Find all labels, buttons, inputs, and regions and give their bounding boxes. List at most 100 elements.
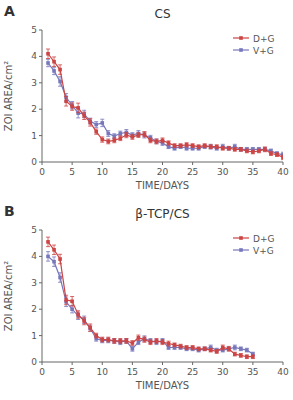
data-point	[113, 134, 117, 138]
legend-label: D+G	[253, 234, 274, 244]
error-bar	[64, 97, 68, 107]
data-point	[251, 150, 255, 154]
data-point	[125, 339, 129, 343]
data-point	[131, 135, 135, 139]
data-point	[58, 80, 62, 84]
y-tick-label: 3	[31, 78, 37, 88]
data-point	[70, 299, 74, 303]
error-bar	[167, 141, 171, 145]
data-point	[209, 348, 213, 352]
y-axis-label: ZOI AREA/cm²	[3, 261, 14, 331]
error-bar	[251, 150, 255, 154]
error-bar	[154, 340, 158, 345]
y-tick	[39, 335, 42, 336]
legend-label: D+G	[253, 34, 274, 44]
x-tick-label: 30	[217, 367, 229, 377]
data-point	[125, 133, 129, 137]
error-bar	[46, 49, 50, 59]
data-point	[100, 138, 104, 142]
error-bar	[173, 343, 177, 347]
x-tick	[283, 362, 284, 365]
error-bar	[227, 146, 231, 150]
error-bar	[52, 245, 56, 255]
data-point	[227, 146, 231, 150]
error-bar	[275, 153, 279, 157]
error-bar	[167, 341, 171, 346]
error-bar	[257, 149, 261, 153]
error-bar	[118, 136, 122, 141]
data-point	[185, 346, 189, 350]
error-bar	[112, 339, 116, 344]
data-point	[155, 140, 159, 144]
error-bar	[154, 139, 158, 144]
data-point	[161, 139, 165, 143]
data-point	[191, 346, 195, 350]
y-tick-label: 5	[31, 225, 37, 235]
data-point	[88, 326, 92, 330]
error-bar	[124, 339, 128, 344]
error-bar	[124, 132, 128, 137]
error-bar	[245, 348, 249, 352]
error-bar	[130, 341, 134, 346]
error-bar	[239, 147, 243, 151]
error-bar	[209, 348, 213, 352]
data-point	[281, 155, 283, 159]
panel: ACS0510152025303540012345TIME/DAYSZOI AR…	[3, 3, 289, 191]
error-bar	[203, 347, 207, 351]
data-point	[215, 145, 219, 149]
x-tick	[222, 362, 223, 365]
error-bar	[88, 324, 92, 331]
data-point	[52, 60, 56, 64]
y-tick	[39, 362, 42, 363]
error-bar	[215, 145, 219, 149]
error-bar	[70, 103, 74, 110]
data-point	[137, 133, 141, 137]
error-bar	[106, 139, 110, 144]
error-bar	[118, 340, 122, 345]
error-bar	[136, 335, 140, 340]
error-bar	[179, 144, 183, 148]
data-point	[263, 148, 267, 152]
error-bar	[100, 137, 104, 142]
data-point	[149, 139, 153, 143]
data-point	[167, 342, 171, 346]
error-bar	[161, 138, 165, 143]
data-point	[119, 136, 123, 140]
y-tick-label: 3	[31, 278, 37, 288]
x-tick-label: 40	[277, 167, 289, 177]
x-tick-label: 5	[69, 167, 75, 177]
y-axis-label: ZOI AREA/cm²	[3, 61, 14, 131]
error-bar	[106, 337, 110, 342]
data-point	[239, 148, 243, 152]
data-point	[119, 339, 123, 343]
x-tick	[72, 362, 73, 365]
data-point	[106, 132, 110, 136]
y-tick	[39, 162, 42, 163]
error-bar	[263, 147, 267, 151]
data-point	[227, 347, 231, 351]
data-point	[94, 130, 98, 134]
data-point	[100, 338, 104, 342]
error-bar	[221, 146, 225, 150]
data-point	[100, 121, 104, 125]
x-tick-label: 40	[277, 367, 289, 377]
error-bar	[52, 67, 56, 74]
panel-label: B	[4, 203, 15, 219]
data-point	[113, 339, 117, 343]
error-bar	[112, 138, 116, 143]
error-bar	[148, 138, 152, 143]
data-point	[119, 132, 123, 136]
data-point	[227, 347, 231, 351]
x-tick-label: 35	[247, 167, 258, 177]
error-bar	[46, 59, 50, 66]
data-point	[149, 340, 153, 344]
y-tick-label: 4	[31, 51, 37, 61]
y-tick-label: 4	[31, 251, 37, 261]
data-point	[52, 69, 56, 73]
data-point	[275, 153, 279, 157]
data-point	[143, 338, 147, 342]
x-tick	[132, 162, 133, 165]
plot-area	[46, 49, 283, 160]
data-point	[179, 144, 183, 148]
data-point	[64, 298, 68, 302]
